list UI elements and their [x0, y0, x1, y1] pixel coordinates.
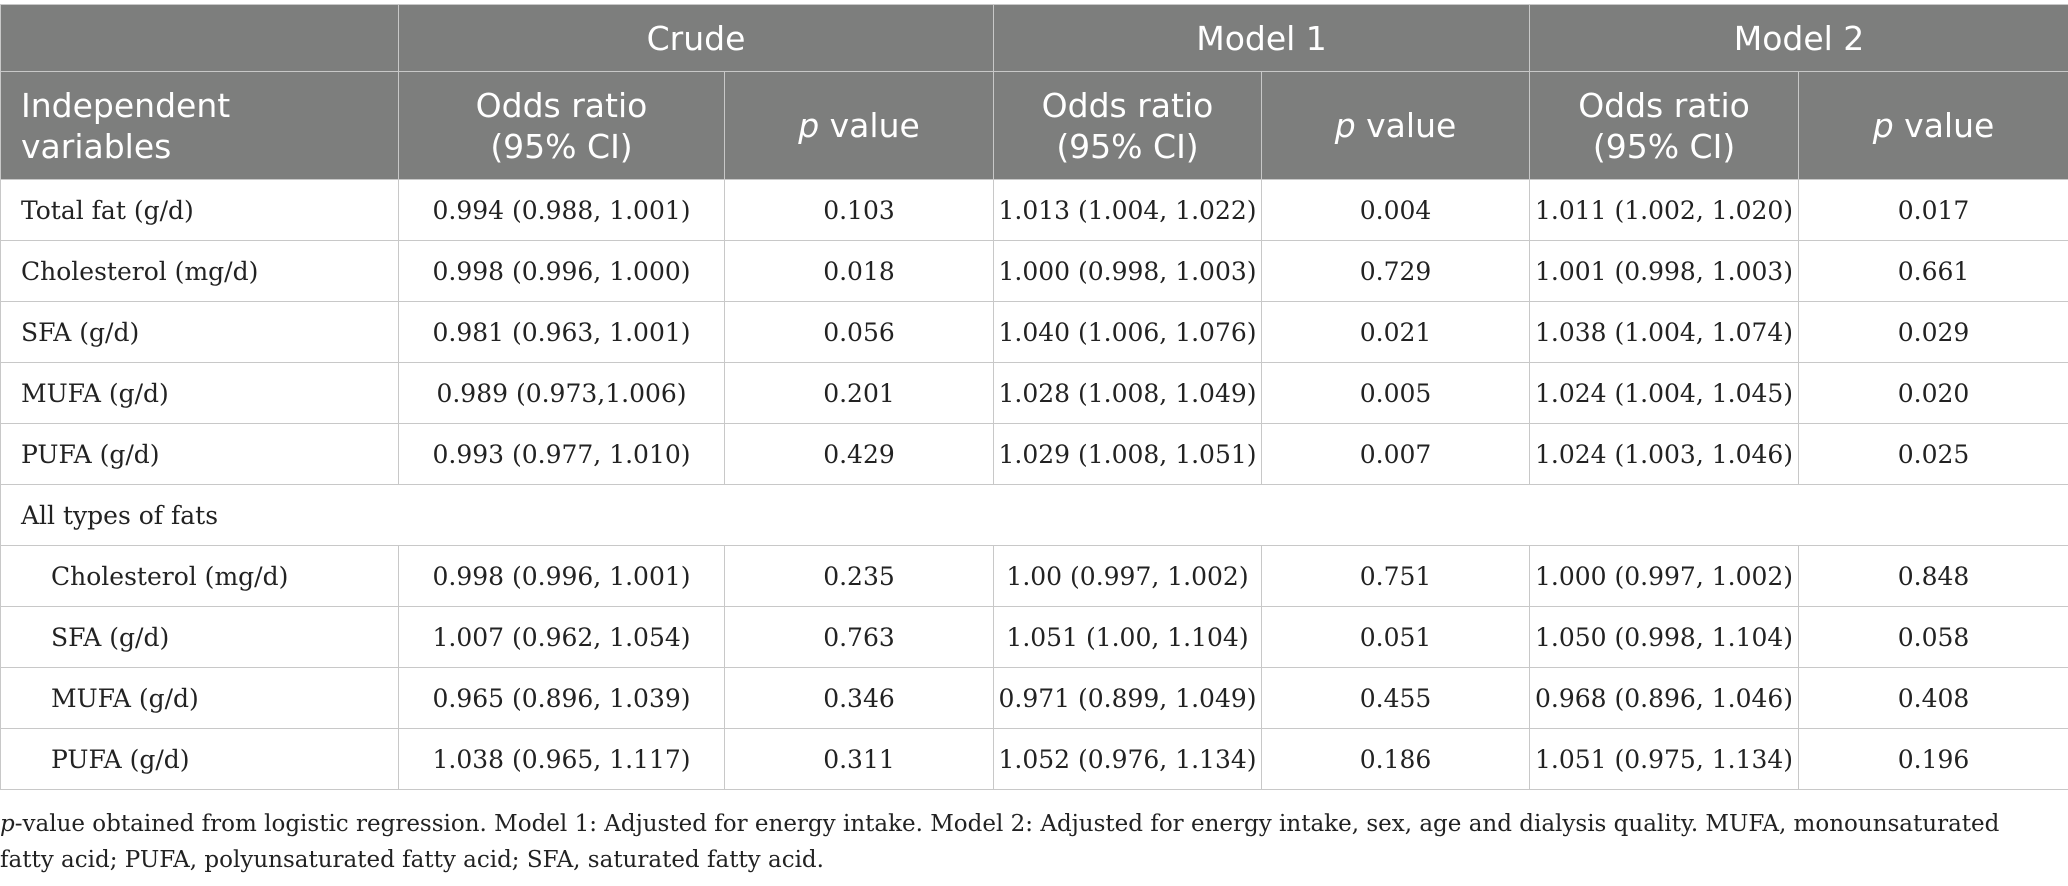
crude-odds-ratio-cell: 0.965 (0.896, 1.039): [398, 667, 725, 729]
group-header-model2: Model 2: [1529, 4, 2068, 72]
row-label: MUFA (g/d): [0, 667, 399, 729]
model2-odds-ratio-cell: 1.051 (0.975, 1.134): [1529, 728, 1800, 790]
model1-odds-ratio-cell: 0.971 (0.899, 1.049): [993, 667, 1262, 729]
table-header: Crude Model 1 Model 2 Independent variabl…: [0, 4, 2068, 180]
crude-p-value-cell: 0.346: [724, 667, 994, 729]
row-label: SFA (g/d): [0, 301, 399, 363]
table-row: SFA (g/d) 0.981 (0.963, 1.001) 0.056 1.0…: [0, 301, 2068, 363]
model2-p-value-cell: 0.058: [1798, 606, 2068, 668]
crude-p-value-cell: 0.018: [724, 240, 994, 302]
table-footnote: p-value obtained from logistic regressio…: [0, 806, 2060, 878]
col-header-model1-odds-ratio: Odds ratio (95% CI): [993, 71, 1262, 180]
crude-p-value-cell: 0.201: [724, 362, 994, 424]
odds-ratio-table: Crude Model 1 Model 2 Independent variabl…: [0, 4, 2068, 790]
model1-p-value-cell: 0.729: [1260, 240, 1531, 302]
crude-odds-ratio-cell: 0.994 (0.988, 1.001): [398, 179, 725, 241]
crude-odds-ratio-cell: 1.007 (0.962, 1.054): [398, 606, 725, 668]
table-row: SFA (g/d) 1.007 (0.962, 1.054) 0.763 1.0…: [0, 606, 2068, 668]
group-header-crude: Crude: [398, 4, 994, 72]
col-header-independent-variables: Independent variables: [0, 71, 399, 180]
table-body: Total fat (g/d) 0.994 (0.988, 1.001) 0.1…: [0, 179, 2068, 790]
model1-p-value-cell: 0.751: [1260, 545, 1531, 607]
model1-odds-ratio-cell: 1.000 (0.998, 1.003): [993, 240, 1262, 302]
group-header-row: Crude Model 1 Model 2: [0, 4, 2068, 72]
table-row: Cholesterol (mg/d) 0.998 (0.996, 1.001) …: [0, 545, 2068, 607]
row-label: Total fat (g/d): [0, 179, 399, 241]
model2-odds-ratio-cell: 1.011 (1.002, 1.020): [1529, 179, 1800, 241]
table-row: PUFA (g/d) 0.993 (0.977, 1.010) 0.429 1.…: [0, 423, 2068, 485]
model2-p-value-cell: 0.848: [1798, 545, 2068, 607]
row-label: Cholesterol (mg/d): [0, 240, 399, 302]
section-row: All types of fats: [0, 484, 2068, 546]
results-table-container: Crude Model 1 Model 2 Independent variabl…: [0, 4, 2068, 790]
crude-p-value-cell: 0.056: [724, 301, 994, 363]
crude-odds-ratio-cell: 0.989 (0.973,1.006): [398, 362, 725, 424]
model1-p-value-cell: 0.004: [1260, 179, 1531, 241]
model2-p-value-cell: 0.408: [1798, 667, 2068, 729]
model2-p-value-cell: 0.020: [1798, 362, 2068, 424]
column-header-row: Independent variables Odds ratio (95% CI) …: [0, 71, 2068, 180]
table-row: Cholesterol (mg/d) 0.998 (0.996, 1.000) …: [0, 240, 2068, 302]
model2-odds-ratio-cell: 0.968 (0.896, 1.046): [1529, 667, 1800, 729]
crude-p-value-cell: 0.235: [724, 545, 994, 607]
model1-p-value-cell: 0.455: [1260, 667, 1531, 729]
model1-odds-ratio-cell: 1.040 (1.006, 1.076): [993, 301, 1262, 363]
footnote-p-symbol: p: [0, 811, 15, 837]
row-label: SFA (g/d): [0, 606, 399, 668]
model2-odds-ratio-cell: 1.000 (0.997, 1.002): [1529, 545, 1800, 607]
row-label: PUFA (g/d): [0, 423, 399, 485]
crude-p-value-cell: 0.763: [724, 606, 994, 668]
table-row: MUFA (g/d) 0.965 (0.896, 1.039) 0.346 0.…: [0, 667, 2068, 729]
model2-odds-ratio-cell: 1.024 (1.003, 1.046): [1529, 423, 1800, 485]
model2-p-value-cell: 0.196: [1798, 728, 2068, 790]
col-header-crude-p-value: p value: [724, 71, 994, 180]
col-header-model2-odds-ratio: Odds ratio (95% CI): [1529, 71, 1800, 180]
crude-odds-ratio-cell: 1.038 (0.965, 1.117): [398, 728, 725, 790]
model2-p-value-cell: 0.661: [1798, 240, 2068, 302]
model1-p-value-cell: 0.186: [1260, 728, 1531, 790]
table-row: PUFA (g/d) 1.038 (0.965, 1.117) 0.311 1.…: [0, 728, 2068, 790]
footnote-text: -value obtained from logistic regression…: [0, 811, 2000, 873]
crude-odds-ratio-cell: 0.998 (0.996, 1.001): [398, 545, 725, 607]
col-header-model2-p-value: p value: [1798, 71, 2068, 180]
row-label: PUFA (g/d): [0, 728, 399, 790]
crude-odds-ratio-cell: 0.993 (0.977, 1.010): [398, 423, 725, 485]
table-row: Total fat (g/d) 0.994 (0.988, 1.001) 0.1…: [0, 179, 2068, 241]
model1-odds-ratio-cell: 1.051 (1.00, 1.104): [993, 606, 1262, 668]
model1-odds-ratio-cell: 1.052 (0.976, 1.134): [993, 728, 1262, 790]
group-header-model1: Model 1: [992, 4, 1531, 72]
model1-odds-ratio-cell: 1.029 (1.008, 1.051): [993, 423, 1262, 485]
row-label: MUFA (g/d): [0, 362, 399, 424]
section-label: All types of fats: [0, 484, 2068, 546]
crude-p-value-cell: 0.311: [724, 728, 994, 790]
model2-p-value-cell: 0.029: [1798, 301, 2068, 363]
model2-p-value-cell: 0.017: [1798, 179, 2068, 241]
col-header-model1-p-value: p value: [1260, 71, 1531, 180]
crude-odds-ratio-cell: 0.981 (0.963, 1.001): [398, 301, 725, 363]
model2-odds-ratio-cell: 1.050 (0.998, 1.104): [1529, 606, 1800, 668]
model2-odds-ratio-cell: 1.001 (0.998, 1.003): [1529, 240, 1800, 302]
model1-odds-ratio-cell: 1.028 (1.008, 1.049): [993, 362, 1262, 424]
crude-p-value-cell: 0.429: [724, 423, 994, 485]
model2-p-value-cell: 0.025: [1798, 423, 2068, 485]
model1-odds-ratio-cell: 1.013 (1.004, 1.022): [993, 179, 1262, 241]
model2-odds-ratio-cell: 1.038 (1.004, 1.074): [1529, 301, 1800, 363]
model1-odds-ratio-cell: 1.00 (0.997, 1.002): [993, 545, 1262, 607]
model1-p-value-cell: 0.005: [1260, 362, 1531, 424]
model1-p-value-cell: 0.051: [1260, 606, 1531, 668]
crude-p-value-cell: 0.103: [724, 179, 994, 241]
row-label: Cholesterol (mg/d): [0, 545, 399, 607]
group-header-blank: [0, 4, 399, 72]
col-header-crude-odds-ratio: Odds ratio (95% CI): [398, 71, 725, 180]
model1-p-value-cell: 0.021: [1260, 301, 1531, 363]
model1-p-value-cell: 0.007: [1260, 423, 1531, 485]
table-row: MUFA (g/d) 0.989 (0.973,1.006) 0.201 1.0…: [0, 362, 2068, 424]
crude-odds-ratio-cell: 0.998 (0.996, 1.000): [398, 240, 725, 302]
model2-odds-ratio-cell: 1.024 (1.004, 1.045): [1529, 362, 1800, 424]
